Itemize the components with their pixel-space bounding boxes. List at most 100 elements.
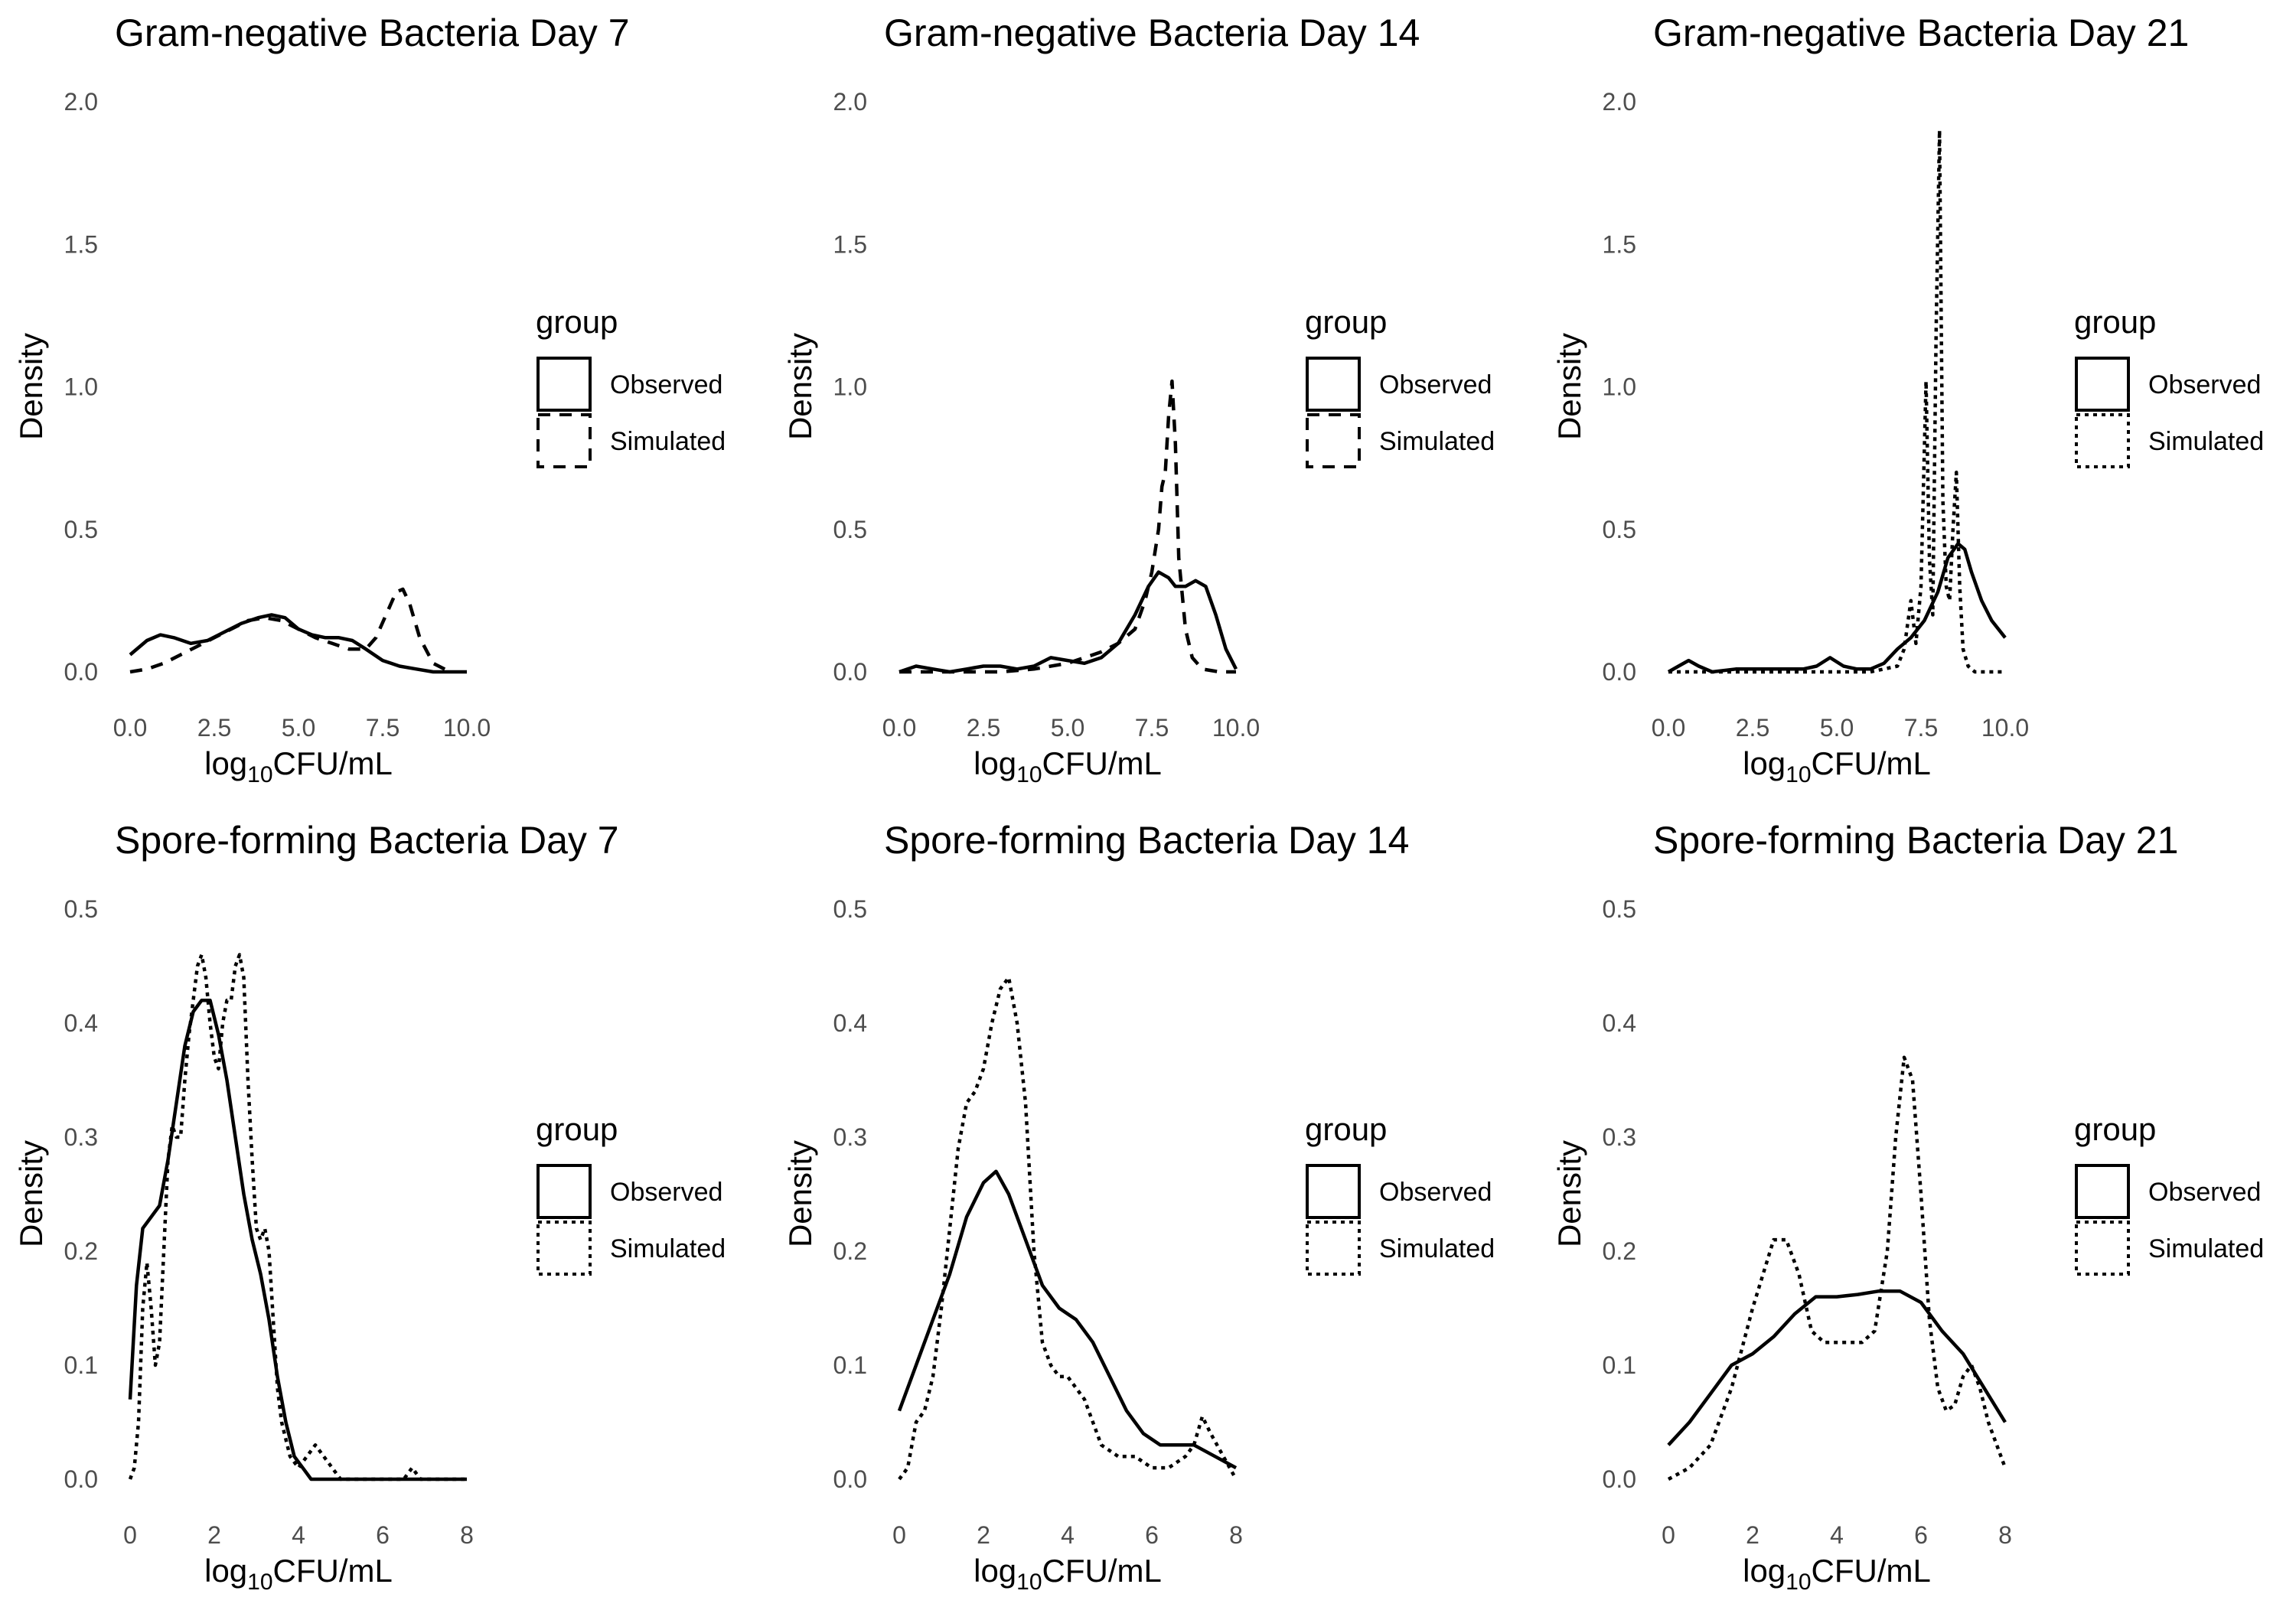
x-axis-title-main: log [1743, 1553, 1786, 1589]
x-axis-title-main: log [204, 1553, 247, 1589]
y-tick-label: 0.5 [833, 895, 867, 923]
x-tick-label: 5.0 [1051, 714, 1084, 742]
legend: group Observed Simulated [536, 304, 726, 468]
x-tick-label: 0 [123, 1521, 137, 1549]
chart-panel: Gram-negative Bacteria Day 14 0.0 0.5 1.0 1.… [782, 11, 1495, 787]
y-tick-label: 1.5 [64, 230, 98, 258]
x-tick-label: 8 [1229, 1521, 1243, 1549]
chart-panel: Spore-forming Bacteria Day 21 0.0 0.1 0.2 0.… [1551, 819, 2264, 1595]
x-tick-label: 5.0 [282, 714, 315, 742]
series-line-observed [897, 1169, 1238, 1470]
x-axis-title-main: log [974, 1553, 1016, 1589]
x-tick-label: 7.5 [1904, 714, 1938, 742]
x-tick-label: 0.0 [1652, 714, 1685, 742]
x-tick-label: 2.5 [197, 714, 231, 742]
y-axis-title: Density [13, 333, 49, 440]
y-axis-title: Density [1551, 333, 1587, 440]
y-tick-label: 0.3 [833, 1123, 867, 1151]
legend: group Observed Simulated [1305, 304, 1495, 468]
x-axis-title-subscript: 10 [1786, 762, 1811, 787]
legend-key-observed: Observed [1306, 1164, 1492, 1219]
x-axis-title-main: log [1743, 745, 1786, 781]
series-line-simulated [899, 379, 1236, 674]
x-tick-label: 0 [1662, 1521, 1675, 1549]
y-tick-label: 0.2 [64, 1237, 98, 1265]
chart-title: Spore-forming Bacteria Day 14 [884, 819, 1409, 862]
y-tick-label: 1.0 [1603, 373, 1636, 401]
legend: group Observed Simulated [536, 1111, 726, 1276]
y-tick-label: 0.5 [1603, 895, 1636, 923]
x-tick-label: 6 [1145, 1521, 1159, 1549]
y-tick-label: 1.5 [1603, 230, 1636, 258]
y-tick-label: 0.4 [833, 1009, 867, 1037]
x-tick-label: 7.5 [366, 714, 400, 742]
legend-title: group [1305, 1111, 1387, 1147]
legend-key-simulated: Simulated [2075, 1221, 2264, 1276]
legend-key-observed: Observed [536, 357, 722, 412]
legend-key-simulated: Simulated [1306, 1221, 1495, 1276]
legend-title: group [536, 304, 618, 340]
legend-label: Simulated [1379, 427, 1495, 456]
legend-key-simulated: Simulated [536, 413, 726, 468]
y-tick-label: 0.2 [833, 1237, 867, 1265]
y-axis-title: Density [782, 333, 818, 440]
y-tick-label: 0.5 [833, 516, 867, 543]
y-tick-label: 0.5 [64, 516, 98, 543]
legend-title: group [536, 1111, 618, 1147]
x-tick-label: 6 [376, 1521, 390, 1549]
legend-label: Observed [1379, 1178, 1492, 1207]
legend-label: Simulated [610, 1234, 726, 1263]
x-axis-title-unit: CFU/mL [1812, 745, 1931, 781]
y-tick-label: 2.0 [1603, 88, 1636, 116]
series-line-simulated [129, 587, 452, 674]
legend-label: Simulated [2148, 1234, 2264, 1263]
legend-label: Observed [2148, 370, 2261, 399]
chart-panel: Spore-forming Bacteria Day 14 0.0 0.1 0.2 0.… [782, 819, 1495, 1595]
legend-label: Simulated [2148, 427, 2264, 456]
chart-title: Gram-negative Bacteria Day 7 [115, 11, 630, 54]
chart-title: Gram-negative Bacteria Day 14 [884, 11, 1420, 54]
y-tick-label: 0.5 [1603, 516, 1636, 543]
series-line-observed [129, 613, 467, 674]
legend: group Observed Simulated [2074, 304, 2264, 468]
x-tick-label: 2 [207, 1521, 221, 1549]
y-tick-label: 0.4 [64, 1009, 98, 1037]
x-tick-label: 8 [460, 1521, 474, 1549]
x-tick-label: 4 [1830, 1521, 1844, 1549]
y-tick-label: 2.0 [833, 88, 867, 116]
y-tick-label: 0.3 [64, 1123, 98, 1151]
y-tick-label: 0.2 [1603, 1237, 1636, 1265]
y-tick-label: 1.0 [64, 373, 98, 401]
x-tick-label: 2 [977, 1521, 990, 1549]
legend-label: Observed [1379, 370, 1492, 399]
chart-panel: Spore-forming Bacteria Day 7 0.0 0.1 0.2 0.3… [13, 819, 726, 1595]
x-tick-label: 2.5 [1736, 714, 1769, 742]
legend-label: Observed [610, 1178, 722, 1207]
y-tick-label: 0.0 [1603, 658, 1636, 686]
legend-key-observed: Observed [2075, 1164, 2261, 1219]
x-tick-label: 4 [292, 1521, 305, 1549]
y-axis-title: Density [13, 1140, 49, 1247]
series-line-simulated [898, 976, 1238, 1481]
legend-label: Simulated [1379, 1234, 1495, 1263]
y-tick-label: 0.1 [64, 1351, 98, 1379]
legend: group Observed Simulated [2074, 1111, 2264, 1276]
y-tick-label: 0.0 [64, 1465, 98, 1493]
x-axis-title: log10CFU/mL [204, 1553, 393, 1595]
x-axis-title: log10CFU/mL [204, 745, 393, 787]
series-line-simulated [1667, 1055, 2007, 1481]
legend-label: Observed [610, 370, 722, 399]
legend-key-observed: Observed [536, 1164, 722, 1219]
x-tick-label: 2 [1746, 1521, 1760, 1549]
x-axis-title-unit: CFU/mL [1812, 1553, 1931, 1589]
x-tick-label: 8 [1998, 1521, 2012, 1549]
x-tick-label: 4 [1061, 1521, 1075, 1549]
x-axis-title-unit: CFU/mL [1042, 1553, 1162, 1589]
series-line-observed [128, 998, 467, 1482]
x-tick-label: 10.0 [1212, 714, 1260, 742]
x-tick-label: 5.0 [1820, 714, 1854, 742]
y-tick-label: 1.5 [833, 230, 867, 258]
y-tick-label: 0.1 [1603, 1351, 1636, 1379]
legend-title: group [1305, 304, 1387, 340]
series-line-simulated [1668, 129, 2005, 674]
